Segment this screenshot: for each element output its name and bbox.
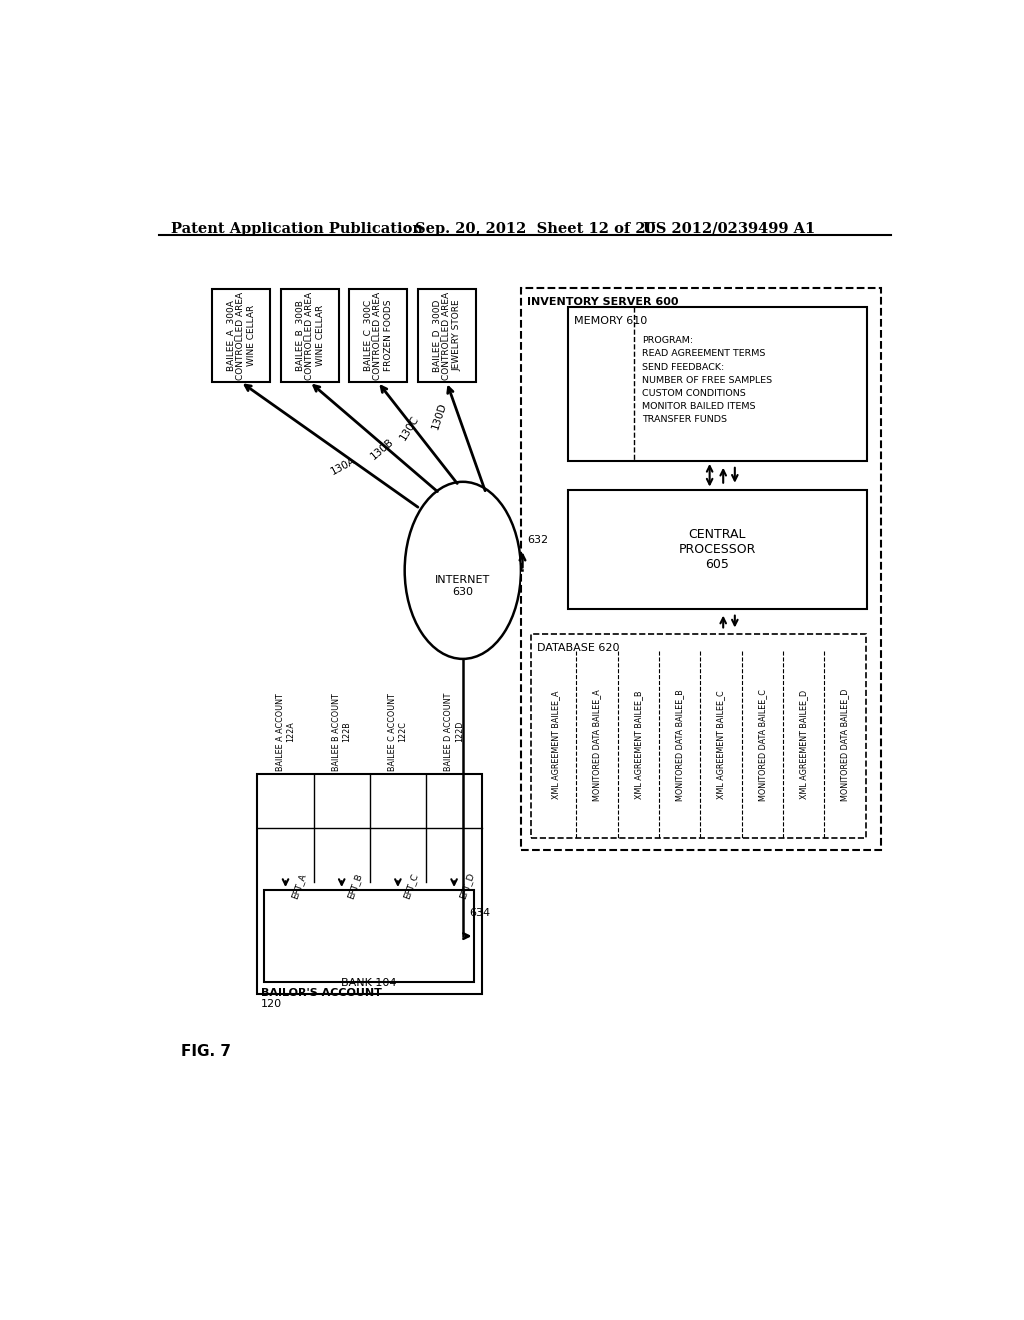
Text: BAILEE_C  300C
CONTROLLED AREA
FROZEN FOODS: BAILEE_C 300C CONTROLLED AREA FROZEN FOO… bbox=[364, 292, 393, 380]
Bar bbox=[521, 288, 882, 850]
Text: XML AGREEMENT BAILEE_A: XML AGREEMENT BAILEE_A bbox=[551, 690, 560, 799]
Bar bbox=[349, 289, 407, 381]
Text: XML AGREEMENT BAILEE_D: XML AGREEMENT BAILEE_D bbox=[800, 690, 808, 800]
Text: MONITORED DATA BAILEE_B: MONITORED DATA BAILEE_B bbox=[675, 689, 684, 801]
Text: Patent Application Publication: Patent Application Publication bbox=[171, 222, 423, 235]
Text: MONITORED DATA BAILEE_A: MONITORED DATA BAILEE_A bbox=[593, 689, 601, 801]
Bar bbox=[281, 289, 339, 381]
Text: BAILEE D ACCOUNT
122D: BAILEE D ACCOUNT 122D bbox=[444, 692, 464, 771]
Text: BAILEE_A  300A
CONTROLLED AREA
WINE CELLAR: BAILEE_A 300A CONTROLLED AREA WINE CELLA… bbox=[226, 292, 256, 380]
Text: XML AGREEMENT BAILEE_C: XML AGREEMENT BAILEE_C bbox=[717, 690, 726, 799]
Text: FIG. 7: FIG. 7 bbox=[180, 1044, 230, 1059]
Text: MONITORED DATA BAILEE_D: MONITORED DATA BAILEE_D bbox=[841, 689, 850, 801]
Text: BAILEE A ACCOUNT
122A: BAILEE A ACCOUNT 122A bbox=[275, 693, 295, 771]
Text: BAILOR'S ACCOUNT: BAILOR'S ACCOUNT bbox=[261, 987, 382, 998]
Bar bbox=[568, 308, 866, 461]
Text: EFT_B: EFT_B bbox=[345, 873, 364, 900]
Text: EFT_A: EFT_A bbox=[290, 873, 307, 900]
Ellipse shape bbox=[404, 482, 521, 659]
Text: EFT_C: EFT_C bbox=[401, 873, 420, 900]
Text: BAILEE B ACCOUNT
122B: BAILEE B ACCOUNT 122B bbox=[332, 693, 351, 771]
Text: PROGRAM:
READ AGREEMENT TERMS
SEND FEEDBACK:
NUMBER OF FREE SAMPLES
CUSTOM CONDI: PROGRAM: READ AGREEMENT TERMS SEND FEEDB… bbox=[642, 337, 772, 425]
Text: EFT_D: EFT_D bbox=[458, 871, 476, 900]
Text: BAILEE C ACCOUNT
122C: BAILEE C ACCOUNT 122C bbox=[388, 693, 408, 771]
Text: 130C: 130C bbox=[397, 413, 421, 442]
Text: CENTRAL
PROCESSOR
605: CENTRAL PROCESSOR 605 bbox=[679, 528, 756, 570]
Text: DATABASE 620: DATABASE 620 bbox=[538, 643, 620, 653]
Text: BAILEE_B  300B
CONTROLLED AREA
WINE CELLAR: BAILEE_B 300B CONTROLLED AREA WINE CELLA… bbox=[295, 292, 325, 380]
Text: 130D: 130D bbox=[430, 401, 449, 432]
Text: US 2012/0239499 A1: US 2012/0239499 A1 bbox=[643, 222, 816, 235]
Text: 130A: 130A bbox=[330, 455, 358, 477]
Text: 632: 632 bbox=[527, 535, 548, 545]
Bar bbox=[263, 890, 474, 982]
Text: INVENTORY SERVER 600: INVENTORY SERVER 600 bbox=[527, 297, 679, 306]
Text: INTERNET
630: INTERNET 630 bbox=[435, 576, 490, 597]
Bar bbox=[531, 635, 866, 838]
Bar bbox=[418, 289, 476, 381]
Text: 634: 634 bbox=[469, 908, 490, 917]
Text: 130B: 130B bbox=[369, 437, 395, 462]
Text: XML AGREEMENT BAILEE_B: XML AGREEMENT BAILEE_B bbox=[634, 690, 643, 799]
Text: MEMORY 610: MEMORY 610 bbox=[574, 315, 647, 326]
Text: BANK 104: BANK 104 bbox=[341, 978, 396, 989]
Bar bbox=[212, 289, 270, 381]
Text: BAILEE_D  300D
CONTROLLED AREA
JEWELRY STORE: BAILEE_D 300D CONTROLLED AREA JEWELRY ST… bbox=[432, 292, 462, 380]
Text: 120: 120 bbox=[261, 999, 283, 1010]
Bar bbox=[568, 490, 866, 609]
Text: Sep. 20, 2012  Sheet 12 of 20: Sep. 20, 2012 Sheet 12 of 20 bbox=[415, 222, 655, 235]
Text: MONITORED DATA BAILEE_C: MONITORED DATA BAILEE_C bbox=[758, 689, 767, 801]
Bar bbox=[257, 775, 482, 994]
